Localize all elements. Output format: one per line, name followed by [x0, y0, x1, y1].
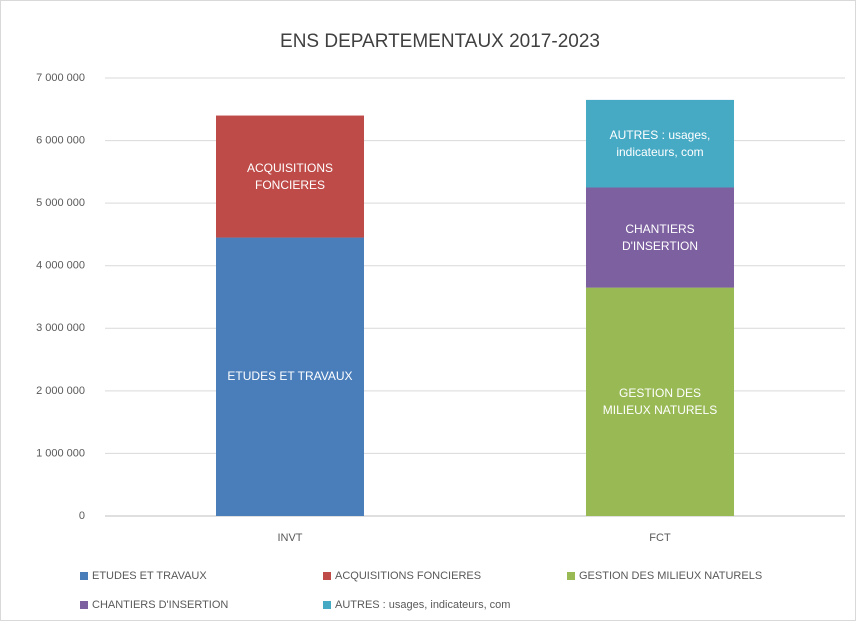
legend-marker — [323, 572, 331, 580]
legend-label: CHANTIERS D'INSERTION — [92, 599, 228, 611]
y-tick-label: 4 000 000 — [36, 260, 85, 272]
y-tick-label: 3 000 000 — [36, 322, 85, 334]
x-tick-label: INVT — [277, 532, 302, 544]
legend-marker — [80, 601, 88, 609]
segment-label: ETUDES ET TRAVAUX — [227, 369, 353, 384]
segment-label: GESTION DES MILIEUX NATURELS — [602, 385, 718, 417]
bar-segment — [216, 237, 364, 517]
bar-segment — [586, 287, 734, 516]
legend-label: AUTRES : usages, indicateurs, com — [335, 599, 510, 611]
bar-segment — [216, 115, 364, 238]
y-tick-label: 1 000 000 — [36, 447, 85, 459]
x-tick-label: FCT — [649, 532, 671, 544]
y-tick-label: 5 000 000 — [36, 197, 85, 209]
legend-label: ACQUISITIONS FONCIERES — [335, 570, 481, 582]
bar-segment — [586, 99, 734, 188]
legend-marker — [80, 572, 88, 580]
legend-marker — [323, 601, 331, 609]
segment-label: AUTRES : usages, indicateurs, com — [609, 127, 711, 159]
segment-label: CHANTIERS D'INSERTION — [621, 221, 699, 253]
y-tick-label: 7 000 000 — [36, 72, 85, 84]
y-tick-label: 0 — [79, 510, 85, 522]
segment-label: ACQUISITIONS FONCIERES — [246, 160, 333, 192]
chart-title: ENS DEPARTEMENTAUX 2017-2023 — [280, 31, 600, 52]
legend-label: GESTION DES MILIEUX NATURELS — [579, 570, 762, 582]
legend-label: ETUDES ET TRAVAUX — [92, 570, 207, 582]
y-tick-label: 6 000 000 — [36, 134, 85, 146]
bar-segment — [586, 187, 734, 288]
legend-marker — [567, 572, 575, 580]
y-tick-label: 2 000 000 — [36, 385, 85, 397]
